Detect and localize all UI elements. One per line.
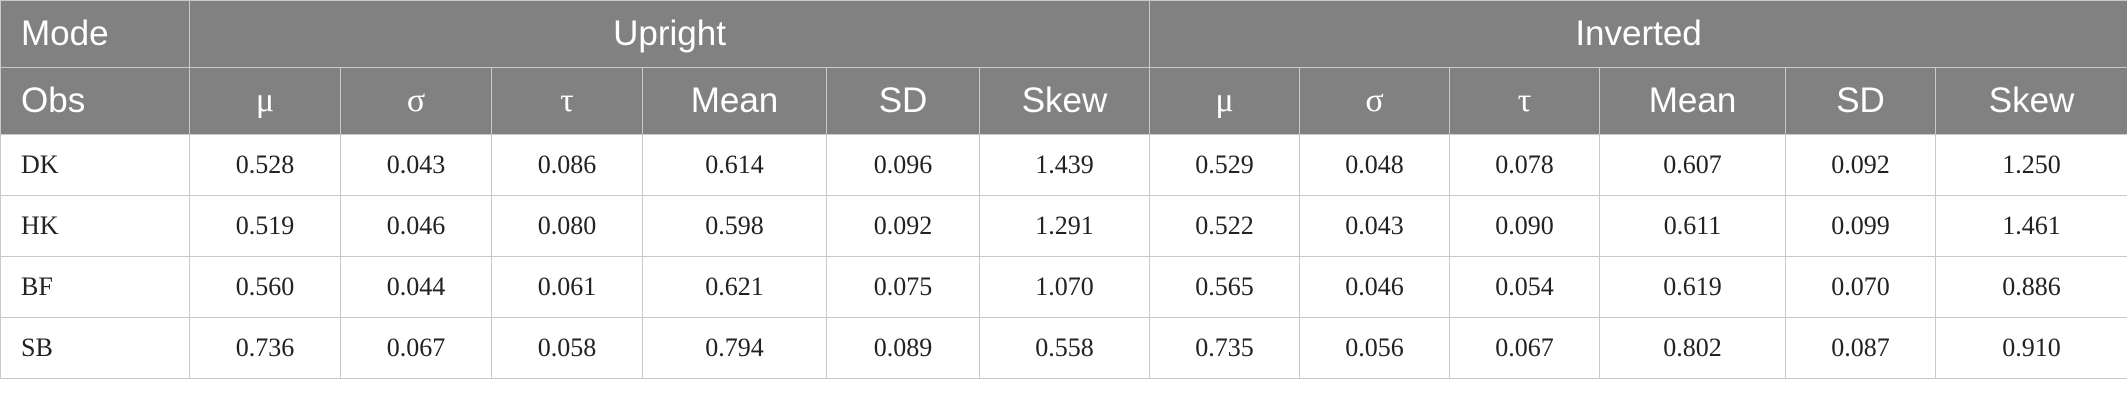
value-cell: 0.087 [1785, 317, 1937, 379]
value-cell: 0.056 [1299, 317, 1451, 379]
value-cell: 0.621 [642, 256, 827, 318]
value-cell: 0.794 [642, 317, 827, 379]
value-cell: 0.096 [826, 134, 980, 196]
table-row: HK 0.519 0.046 0.080 0.598 0.092 1.291 0… [0, 195, 2127, 257]
column-header-mu: μ [1149, 67, 1301, 135]
value-cell: 1.250 [1935, 134, 2127, 196]
data-table: Mode Upright Inverted Obs μ σ τ Mean SD … [0, 0, 2127, 379]
value-cell: 0.054 [1449, 256, 1601, 318]
value-cell: 0.046 [340, 195, 492, 257]
mode-header: Mode [0, 0, 190, 68]
value-cell: 0.528 [189, 134, 341, 196]
value-cell: 0.529 [1149, 134, 1301, 196]
observer-cell: DK [0, 134, 190, 196]
table-row: SB 0.736 0.067 0.058 0.794 0.089 0.558 0… [0, 317, 2127, 379]
column-header-sigma: σ [340, 67, 492, 135]
value-cell: 0.046 [1299, 256, 1451, 318]
table-row: BF 0.560 0.044 0.061 0.621 0.075 1.070 0… [0, 256, 2127, 318]
value-cell: 0.614 [642, 134, 827, 196]
value-cell: 0.086 [491, 134, 643, 196]
table-header: Mode Upright Inverted Obs μ σ τ Mean SD … [0, 0, 2127, 135]
group-header-upright: Upright [188, 0, 1151, 68]
value-cell: 0.611 [1599, 195, 1787, 257]
value-cell: 0.886 [1935, 256, 2127, 318]
value-cell: 0.048 [1299, 134, 1451, 196]
value-cell: 0.061 [491, 256, 643, 318]
observer-cell: BF [0, 256, 190, 318]
value-cell: 0.598 [642, 195, 827, 257]
column-header-tau: τ [491, 67, 643, 135]
column-header-mean: Mean [642, 67, 827, 135]
observer-cell: HK [0, 195, 190, 257]
column-header-skew: Skew [1935, 67, 2127, 135]
value-cell: 0.043 [1299, 195, 1451, 257]
value-cell: 1.070 [978, 256, 1151, 318]
group-header-inverted: Inverted [1149, 0, 2127, 68]
column-header-sigma: σ [1299, 67, 1451, 135]
value-cell: 0.058 [491, 317, 643, 379]
value-cell: 0.089 [826, 317, 980, 379]
value-cell: 0.736 [189, 317, 341, 379]
value-cell: 0.080 [491, 195, 643, 257]
value-cell: 1.461 [1935, 195, 2127, 257]
observer-cell: SB [0, 317, 190, 379]
value-cell: 0.075 [826, 256, 980, 318]
value-cell: 0.043 [340, 134, 492, 196]
table-body: DK 0.528 0.043 0.086 0.614 0.096 1.439 0… [0, 134, 2127, 379]
value-cell: 0.522 [1149, 195, 1301, 257]
value-cell: 0.092 [826, 195, 980, 257]
column-header-sd: SD [1785, 67, 1937, 135]
value-cell: 0.099 [1785, 195, 1937, 257]
value-cell: 0.070 [1785, 256, 1937, 318]
column-header-mean: Mean [1599, 67, 1787, 135]
header-row-columns: Obs μ σ τ Mean SD Skew μ σ τ Mean SD Ske… [0, 67, 2127, 135]
obs-header: Obs [0, 67, 190, 135]
value-cell: 0.078 [1449, 134, 1601, 196]
value-cell: 0.910 [1935, 317, 2127, 379]
value-cell: 0.735 [1149, 317, 1301, 379]
value-cell: 0.090 [1449, 195, 1601, 257]
column-header-skew: Skew [978, 67, 1151, 135]
value-cell: 0.044 [340, 256, 492, 318]
column-header-mu: μ [189, 67, 341, 135]
value-cell: 0.067 [340, 317, 492, 379]
value-cell: 0.067 [1449, 317, 1601, 379]
value-cell: 0.619 [1599, 256, 1787, 318]
table-row: DK 0.528 0.043 0.086 0.614 0.096 1.439 0… [0, 134, 2127, 196]
value-cell: 1.439 [978, 134, 1151, 196]
value-cell: 0.092 [1785, 134, 1937, 196]
value-cell: 0.519 [189, 195, 341, 257]
value-cell: 0.565 [1149, 256, 1301, 318]
value-cell: 0.560 [189, 256, 341, 318]
column-header-sd: SD [826, 67, 980, 135]
value-cell: 0.802 [1599, 317, 1787, 379]
value-cell: 0.607 [1599, 134, 1787, 196]
header-row-mode: Mode Upright Inverted [0, 0, 2127, 68]
value-cell: 1.291 [978, 195, 1151, 257]
value-cell: 0.558 [978, 317, 1151, 379]
column-header-tau: τ [1449, 67, 1601, 135]
